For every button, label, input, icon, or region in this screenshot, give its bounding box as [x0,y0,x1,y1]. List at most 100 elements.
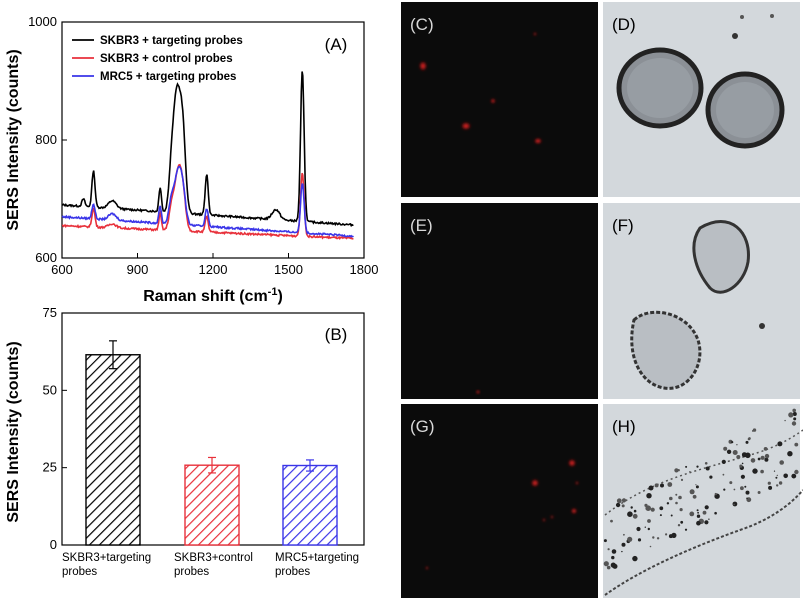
speckle [745,452,751,459]
speckle [709,475,713,479]
speckle [714,492,717,496]
speckle [775,476,778,479]
speckle [740,486,744,491]
speckle [794,442,799,447]
x-tick-label-a-3: 1500 [274,262,303,277]
y-tick-label-b-0: 0 [50,537,57,552]
brightfield-image-h [603,404,800,598]
cell-d-left [616,47,704,129]
speckle [768,485,773,490]
category-label-3: MRC5+targeting probes [275,552,359,578]
panel-label-c: (C) [410,15,434,34]
speckle [668,534,673,539]
sers-bar-chart: 0 25 50 75 SKBR3+targeting probes SKBR3+contr… [5,305,365,578]
speckle [704,520,709,525]
legend-label-1: SKBR3 + targeting probes [100,35,243,47]
speckle [696,465,699,468]
speckle [746,497,748,500]
speckle [627,511,633,517]
speckle [704,505,709,510]
x-tick-label-a-1: 900 [127,262,149,277]
speckle [611,549,617,554]
speckle [696,509,699,512]
speckle [632,555,638,562]
speckle [767,481,771,485]
speckle [776,474,778,477]
speckle [736,444,738,446]
category-label-1: SKBR3+targeting probes [62,552,151,578]
speckle [697,511,699,514]
speckle [745,440,749,444]
bar-3 [282,464,338,546]
speckle [666,502,670,505]
panel-label-d: (D) [612,15,636,34]
speckle [606,565,611,570]
speckle [610,562,616,568]
speckle [757,491,761,494]
speckle [792,408,796,413]
raman-spectra-chart: 600 900 1200 1500 1800 600 800 1000 (A) SKBR3 … [5,14,378,305]
speckle [752,428,757,432]
speckle [607,548,610,551]
y-ticks-b: 0 25 50 75 [43,305,67,552]
cell-f-top [692,220,750,294]
y-tick-label-a-2: 1000 [28,14,57,29]
x-tick-label-a-0: 600 [51,262,73,277]
x-axis-title-a: Raman shift (cm-1) [143,286,283,305]
speckle [714,511,717,515]
speckle [656,537,660,540]
speckle [621,498,627,503]
speckles-h [603,408,799,570]
x-tick-label-a-2: 1200 [199,262,228,277]
speckle [732,450,738,455]
speckle [627,536,633,542]
speckle [654,483,659,488]
cell-d-right [705,71,785,149]
bars-group [85,340,338,546]
panel-label-f: (F) [612,216,634,235]
panel-label-h: (H) [612,417,636,436]
speckle [660,483,664,488]
speckle [792,412,797,416]
speckle [621,550,623,553]
speckle [726,449,732,454]
speckle [752,468,758,474]
speckle [689,511,695,517]
speckle [721,459,726,464]
panel-label-a: (A) [325,35,348,54]
y-axis-title-a: SERS Intensity (counts) [5,49,22,230]
fluorescence-spots-c [419,32,542,144]
speckle [647,519,651,523]
speckle [685,465,688,468]
speckle [610,519,613,523]
image-panel-d: (D) [603,2,800,197]
y-ticks-a: 600 800 1000 [28,14,67,265]
speckle [744,485,747,488]
speckle [667,482,673,487]
y-tick-label-b-3: 75 [43,305,57,320]
speckle [763,447,768,451]
speckle [674,468,679,473]
speckle [740,474,746,479]
cell-membrane-h [604,489,803,596]
y-tick-label-a-0: 600 [35,250,57,265]
y-tick-label-b-2: 50 [43,382,57,397]
image-panel-e: (E) [401,203,598,399]
speckle [757,457,761,461]
speckle [794,469,799,475]
fluorescence-spots-g [425,459,579,570]
speckle [791,421,797,426]
speckle [603,561,609,567]
speckle [733,488,736,491]
spectra-series-group [61,71,354,241]
speckle [616,498,622,504]
speckle [729,481,733,485]
speckle [773,470,776,472]
speckle [633,509,637,513]
speckle [652,536,655,539]
speckle [779,460,784,465]
speckle [675,501,678,505]
image-panel-c: (C) [401,2,598,197]
speckle [736,455,741,459]
